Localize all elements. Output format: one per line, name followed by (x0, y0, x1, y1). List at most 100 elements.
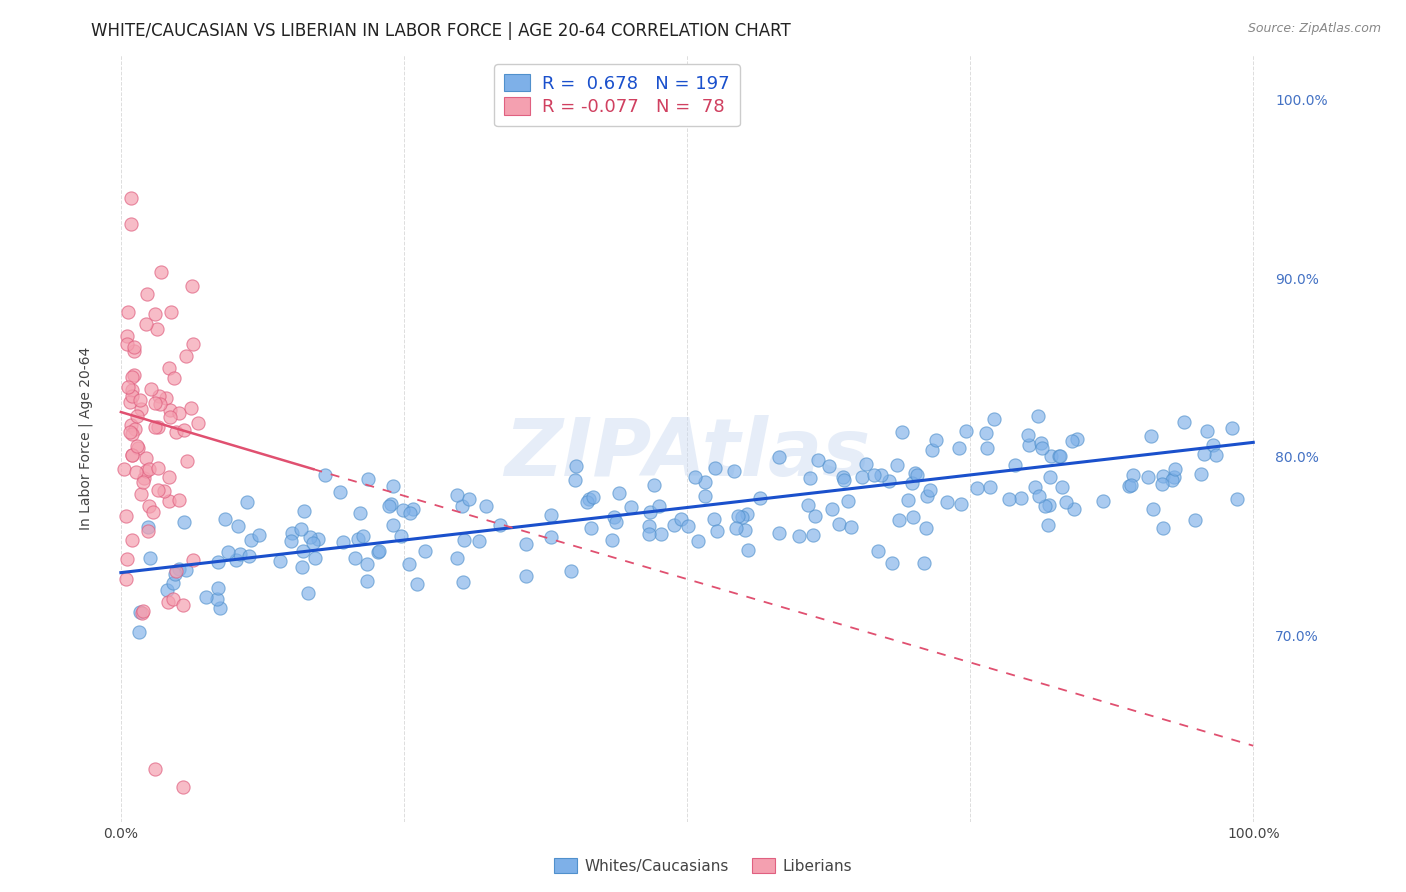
Point (131, 607, 153, 621)
Point (280, 534, 302, 549)
Point (291, 560, 314, 574)
Point (1031, 441, 1053, 455)
Point (290, 522, 312, 536)
Point (127, 441, 149, 455)
Point (329, 485, 352, 500)
Point (1184, 513, 1206, 527)
Point (948, 441, 970, 455)
Point (451, 499, 474, 513)
Point (121, 448, 143, 462)
Text: ZIPAtlas: ZIPAtlas (503, 415, 870, 493)
Point (703, 461, 725, 475)
Point (357, 471, 380, 485)
Point (1047, 449, 1070, 463)
Point (173, 515, 195, 529)
Point (936, 495, 959, 509)
Point (138, 551, 160, 566)
Point (165, 564, 187, 578)
Point (768, 450, 790, 465)
Point (332, 534, 354, 549)
Point (803, 528, 825, 542)
Point (120, 417, 142, 432)
Point (949, 497, 972, 511)
Point (399, 506, 422, 520)
Point (998, 491, 1021, 506)
Point (540, 508, 562, 523)
Point (737, 542, 759, 557)
Point (176, 563, 198, 577)
Point (207, 555, 229, 569)
Point (120, 191, 142, 205)
Point (124, 422, 146, 436)
Point (148, 420, 170, 434)
Point (135, 450, 157, 465)
Point (638, 505, 661, 519)
Point (121, 533, 143, 547)
Point (723, 464, 745, 478)
Point (1033, 499, 1056, 513)
Point (281, 526, 304, 541)
Point (1028, 489, 1050, 503)
Point (127, 439, 149, 453)
Point (605, 515, 627, 529)
Point (976, 425, 998, 440)
Point (291, 544, 314, 558)
Point (349, 506, 371, 520)
Legend: R =  0.678   N = 197, R = -0.077   N =  78: R = 0.678 N = 197, R = -0.077 N = 78 (495, 64, 740, 126)
Point (163, 566, 186, 581)
Point (389, 528, 412, 542)
Point (725, 521, 748, 535)
Point (807, 453, 830, 467)
Point (292, 504, 315, 518)
Point (540, 530, 562, 544)
Point (145, 420, 167, 434)
Point (607, 486, 630, 500)
Point (886, 458, 908, 472)
Point (1152, 477, 1174, 491)
Y-axis label: In Labor Force | Age 20-64: In Labor Force | Age 20-64 (79, 347, 93, 531)
Point (1018, 437, 1040, 451)
Point (841, 520, 863, 534)
Point (921, 443, 943, 458)
Point (446, 551, 468, 566)
Point (1054, 494, 1077, 508)
Point (1226, 492, 1249, 507)
Point (1062, 434, 1084, 448)
Point (827, 516, 849, 531)
Point (117, 304, 139, 318)
Point (157, 595, 180, 609)
Point (125, 409, 148, 424)
Point (1137, 470, 1160, 484)
Point (367, 543, 389, 558)
Point (1040, 449, 1063, 463)
Point (121, 370, 143, 384)
Point (1066, 432, 1088, 446)
Point (163, 371, 186, 385)
Point (862, 467, 884, 482)
Point (143, 307, 166, 321)
Point (1163, 470, 1185, 484)
Point (1024, 480, 1046, 494)
Point (1038, 518, 1060, 533)
Point (401, 502, 423, 516)
Point (686, 533, 709, 548)
Point (637, 527, 659, 541)
Point (787, 528, 810, 542)
Point (167, 493, 190, 508)
Point (160, 304, 183, 318)
Point (1010, 491, 1032, 505)
Point (138, 524, 160, 538)
Point (731, 510, 754, 524)
Point (831, 470, 853, 484)
Point (1119, 478, 1142, 492)
Point (146, 322, 169, 336)
Point (247, 527, 270, 541)
Point (391, 503, 413, 517)
Point (382, 517, 405, 532)
Point (582, 490, 605, 504)
Point (737, 507, 759, 521)
Point (453, 574, 475, 589)
Point (162, 592, 184, 607)
Point (343, 550, 366, 565)
Point (1152, 468, 1174, 483)
